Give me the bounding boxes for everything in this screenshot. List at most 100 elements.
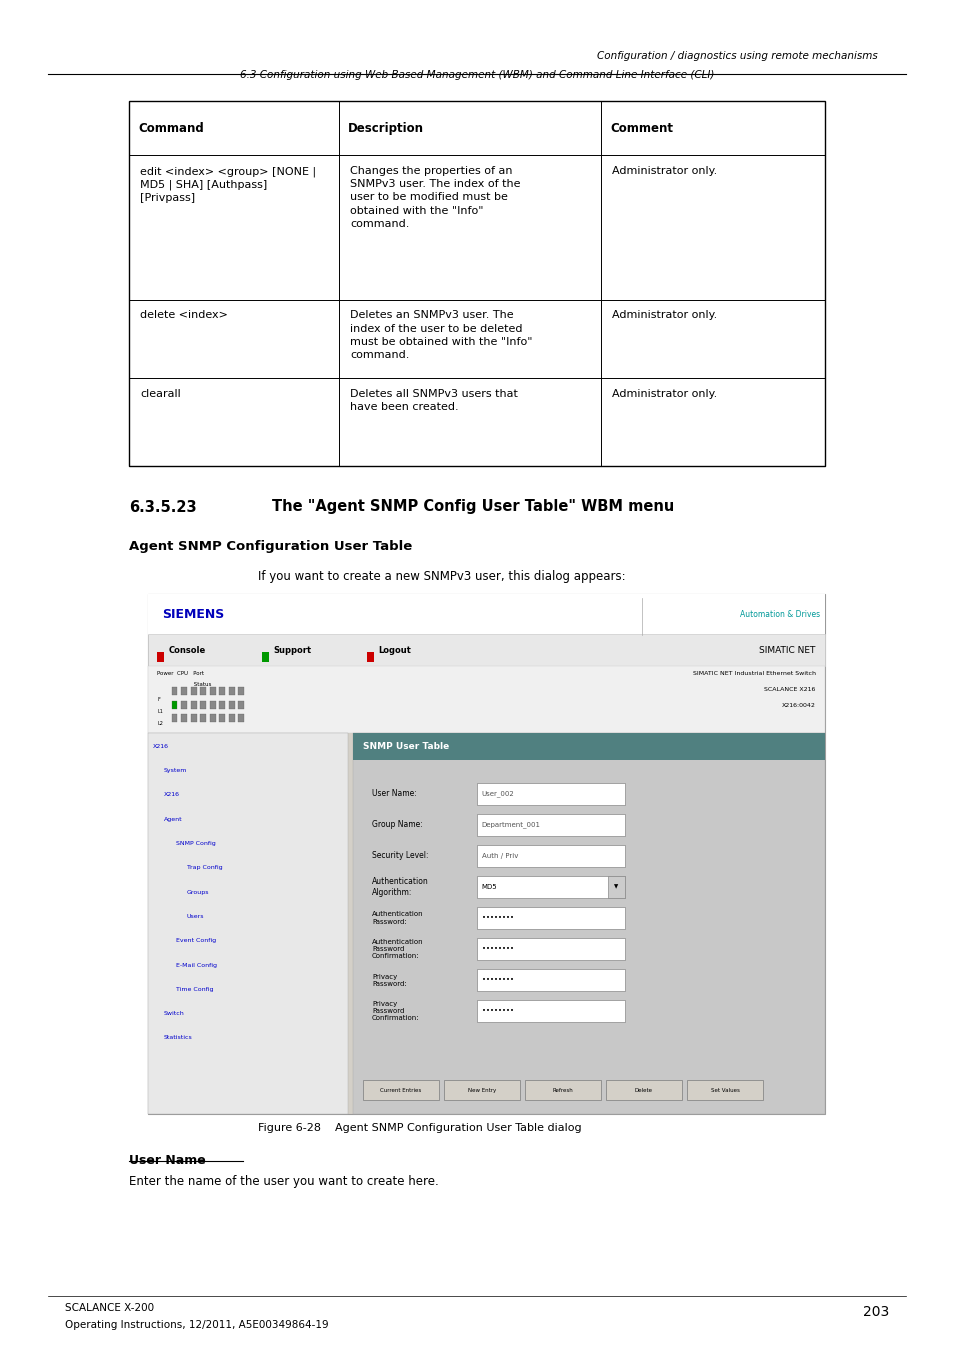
Text: Current Entries: Current Entries (379, 1088, 421, 1092)
Bar (229, 714, 234, 722)
Text: SIMATIC NET Industrial Ethernet Switch: SIMATIC NET Industrial Ethernet Switch (692, 671, 815, 676)
Bar (157, 652, 164, 662)
Bar (200, 714, 206, 722)
Text: If you want to create a new SNMPv3 user, this dialog appears:: If you want to create a new SNMPv3 user,… (257, 570, 624, 583)
Text: 6.3 Configuration using Web Based Management (WBM) and Command Line Interface (C: 6.3 Configuration using Web Based Manage… (239, 70, 714, 80)
Text: Console: Console (169, 645, 206, 655)
Text: Group Name:: Group Name: (372, 821, 422, 829)
Bar (238, 701, 244, 709)
Bar (148, 594, 824, 1114)
Bar (238, 714, 244, 722)
Text: 203: 203 (862, 1305, 888, 1319)
Bar (191, 714, 196, 722)
Text: MD5: MD5 (481, 884, 497, 890)
Text: Security Level:: Security Level: (372, 852, 428, 860)
Text: Trap Config: Trap Config (187, 865, 222, 871)
Text: SIEMENS: SIEMENS (162, 608, 224, 621)
Bar (191, 701, 196, 709)
Bar (181, 701, 187, 709)
Bar (476, 783, 624, 805)
Text: Deletes all SNMPv3 users that
have been created.: Deletes all SNMPv3 users that have been … (350, 389, 517, 412)
Text: 6.3.5.23: 6.3.5.23 (129, 500, 196, 514)
Text: User Name:: User Name: (372, 790, 416, 798)
Text: Refresh: Refresh (552, 1088, 573, 1092)
Text: Description: Description (348, 122, 424, 135)
Bar (238, 687, 244, 695)
Bar (210, 687, 215, 695)
Bar (262, 652, 269, 662)
Text: ••••••••: •••••••• (481, 915, 514, 921)
Text: Enter the name of the user you want to create here.: Enter the name of the user you want to c… (129, 1174, 438, 1188)
Text: X216: X216 (164, 792, 180, 798)
Bar (524, 1080, 600, 1100)
Text: Logout: Logout (378, 645, 411, 655)
Bar (229, 687, 234, 695)
Text: ▼: ▼ (614, 884, 618, 890)
Text: edit <index> <group> [NONE |
MD5 | SHA] [Authpass]
[Privpass]: edit <index> <group> [NONE | MD5 | SHA] … (140, 166, 316, 204)
Bar (191, 687, 196, 695)
Bar (476, 814, 624, 836)
Text: Department_001: Department_001 (481, 821, 540, 829)
Bar (219, 714, 225, 722)
Bar (148, 634, 824, 666)
Bar (129, 101, 824, 466)
Bar (353, 733, 824, 1114)
Text: L1: L1 (157, 709, 163, 714)
Text: SCALANCE X-200: SCALANCE X-200 (65, 1303, 153, 1312)
Text: Time Config: Time Config (175, 987, 213, 992)
Text: L2: L2 (157, 721, 163, 726)
Text: ••••••••: •••••••• (481, 977, 514, 983)
Bar (181, 687, 187, 695)
Text: Comment: Comment (610, 122, 673, 135)
Bar (219, 687, 225, 695)
Text: X216: X216 (152, 744, 169, 749)
Bar (686, 1080, 762, 1100)
Bar (200, 687, 206, 695)
Bar (148, 594, 824, 634)
Bar (210, 701, 215, 709)
Text: Agent: Agent (164, 817, 183, 822)
Bar (172, 701, 177, 709)
Bar (476, 845, 624, 867)
Bar (210, 714, 215, 722)
Text: ••••••••: •••••••• (481, 946, 514, 952)
Text: Event Config: Event Config (175, 938, 215, 944)
Text: delete <index>: delete <index> (140, 310, 228, 320)
Text: clearall: clearall (140, 389, 181, 398)
Text: Statistics: Statistics (164, 1035, 193, 1041)
Text: User Name: User Name (129, 1154, 205, 1168)
Text: Power  CPU   Port: Power CPU Port (157, 671, 204, 676)
Bar (476, 907, 624, 929)
Text: The "Agent SNMP Config User Table" WBM menu: The "Agent SNMP Config User Table" WBM m… (272, 500, 674, 514)
Text: Authentication
Password:: Authentication Password: (372, 911, 423, 925)
Bar (181, 714, 187, 722)
Text: Agent SNMP Configuration User Table: Agent SNMP Configuration User Table (129, 540, 412, 553)
Text: Operating Instructions, 12/2011, A5E00349864-19: Operating Instructions, 12/2011, A5E0034… (65, 1320, 328, 1330)
Text: Deletes an SNMPv3 user. The
index of the user to be deleted
must be obtained wit: Deletes an SNMPv3 user. The index of the… (350, 310, 532, 360)
Text: Command: Command (138, 122, 204, 135)
Text: Configuration / diagnostics using remote mechanisms: Configuration / diagnostics using remote… (597, 51, 877, 61)
Text: Authentication
Algorithm:: Authentication Algorithm: (372, 878, 428, 896)
Text: Figure 6-28    Agent SNMP Configuration User Table dialog: Figure 6-28 Agent SNMP Configuration Use… (257, 1123, 580, 1133)
Bar (476, 1000, 624, 1022)
Text: SIMATIC NET: SIMATIC NET (759, 645, 815, 655)
Text: E-Mail Config: E-Mail Config (175, 963, 216, 968)
Bar (172, 687, 177, 695)
Text: New Entry: New Entry (467, 1088, 496, 1092)
Text: Authentication
Password
Confirmation:: Authentication Password Confirmation: (372, 940, 423, 958)
Bar (443, 1080, 519, 1100)
Bar (476, 969, 624, 991)
Bar (229, 701, 234, 709)
Text: Automation & Drives: Automation & Drives (740, 610, 820, 618)
Text: Delete: Delete (635, 1088, 652, 1092)
Text: SNMP User Table: SNMP User Table (362, 743, 448, 751)
Bar (219, 701, 225, 709)
Text: Administrator only.: Administrator only. (612, 166, 717, 176)
Text: X216:0042: X216:0042 (781, 703, 815, 709)
Text: ••••••••: •••••••• (481, 1008, 514, 1014)
Bar (353, 733, 824, 760)
Text: Privacy
Password
Confirmation:: Privacy Password Confirmation: (372, 1002, 419, 1021)
Text: Support: Support (274, 645, 312, 655)
Text: User_002: User_002 (481, 791, 514, 796)
Text: SNMP Config: SNMP Config (175, 841, 215, 846)
